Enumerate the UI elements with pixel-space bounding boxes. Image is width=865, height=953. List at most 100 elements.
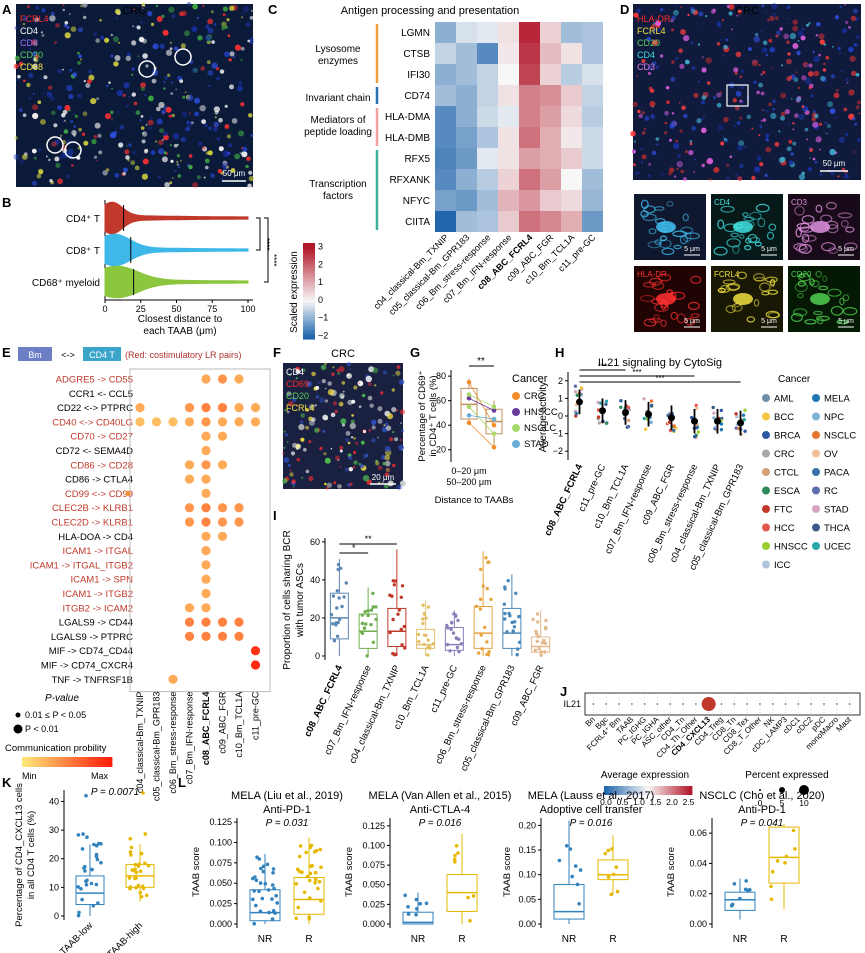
cell [127,145,129,147]
cell [177,154,180,157]
legend-gradient [37,757,40,767]
cell [347,362,351,366]
heatmap-cell [456,148,477,169]
cell [113,36,119,42]
data-point [361,622,364,625]
column-label: c07_Bm_IFN-response [185,692,195,785]
data-point [342,595,345,598]
cell [51,111,56,116]
cell [157,119,163,125]
data-point [297,906,301,910]
cell [149,127,152,130]
y-tick-label: 0 [315,651,320,661]
legend-swatch [812,505,820,513]
data-point [672,429,675,432]
highlight-cell [656,221,676,233]
legend-gradient [91,757,94,767]
gene-label: RFX5 [404,154,430,165]
cell [642,111,645,114]
cell [752,60,758,66]
cell [845,21,848,24]
data-point [294,917,298,921]
data-point [310,844,314,848]
cell [712,8,716,12]
cell [702,67,707,72]
cell [672,16,676,20]
cell [755,33,759,37]
y-tick-label: 0.100 [362,840,385,850]
data-point [300,870,304,874]
y-tick-label: 0.075 [362,860,385,870]
y-axis-label: Proportion of cells sharing BCR [282,530,293,670]
cell [789,76,792,79]
cell [839,52,842,55]
data-point [475,605,478,608]
data-point [597,415,600,418]
cell [78,55,82,59]
cell [187,95,193,101]
panel-g: G 20406080Percentage of CD69⁺ in CD4⁺ T c… [410,345,558,506]
lr-dot [234,618,243,627]
cell [836,89,839,92]
heatmap-cell [561,106,582,127]
cell [378,419,383,424]
data-point [650,399,653,402]
cell [735,173,738,176]
data-point [370,608,373,611]
cell [166,50,172,56]
lr-dot [152,417,161,426]
panel-f: F CRC CD4CD69CD20FCRL4 20 μm [273,345,406,490]
cell [769,178,771,180]
cell [130,160,135,165]
cell [132,92,136,96]
highlight-cell [810,221,830,233]
cell [781,112,786,117]
cell [17,79,19,81]
data-point [619,399,622,402]
expression-dot [823,703,825,705]
lr-dot [185,460,194,469]
legend-label: BRCA [774,431,801,442]
expression-dot [772,703,774,705]
cell [55,23,60,28]
cell [786,59,792,65]
cell [796,99,799,102]
sig-label: ** [365,534,373,544]
cell [371,438,376,443]
cell [319,447,322,450]
y-tick-label: 20 [49,854,59,864]
legend-gradient [28,757,31,767]
cell [118,142,123,147]
cell [758,134,760,136]
cell [361,441,365,445]
cell [816,136,822,142]
cell [673,143,679,149]
cell [62,121,64,123]
data-point [363,610,366,613]
panel-d-title: CRC [735,5,759,17]
legend-dot [16,713,21,718]
cell [57,178,63,184]
data-point [133,867,137,871]
cell [812,112,817,117]
data-point [394,579,397,582]
cell [217,137,220,140]
scale-bar-label: 5 μm [761,246,777,253]
cell [392,388,395,391]
cell [340,466,342,468]
lr-pair-label: ICAM1 -> ITGAL [63,546,133,557]
panel-letter-g: G [410,345,420,360]
data-point [423,612,426,615]
cell [799,174,805,180]
data-point [85,835,89,839]
cell [798,40,800,42]
cell [695,159,697,161]
data-point [388,631,391,634]
cell [26,83,30,87]
panel-c: C Antigen processing and presentation LG… [268,2,603,340]
lr-dot [201,475,210,484]
cell [180,160,182,162]
cell [763,41,768,46]
cell [325,399,328,402]
data-point [418,902,422,906]
